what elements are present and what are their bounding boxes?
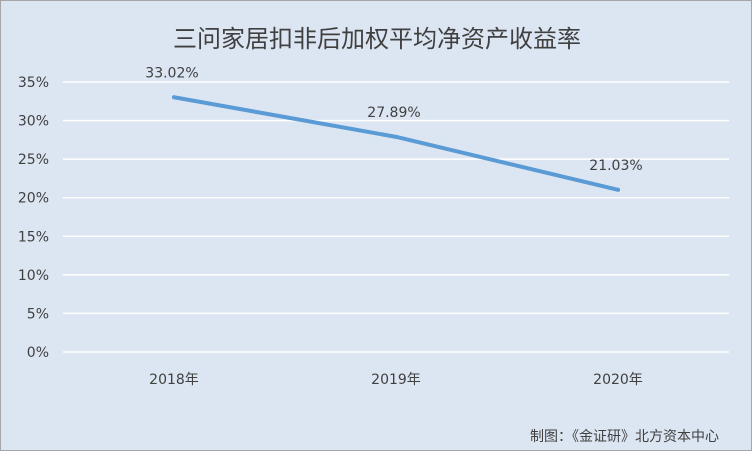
y-axis-tick-labels: 0% 5% 10% 15% 20% 25% 30% 35% [18,75,49,361]
data-label: 21.03% [589,158,642,174]
data-label: 33.02% [145,65,198,81]
y-tick-label: 25% [18,152,49,168]
x-axis-tick-labels: 2018年 2019年 2020年 [149,372,643,388]
y-tick-label: 20% [18,191,49,207]
source-note: 制图：《金证研》北方资本中心 [530,429,719,445]
data-point [394,134,398,139]
y-tick-label: 30% [18,114,49,130]
data-point [172,95,176,100]
data-label: 27.89% [367,105,420,121]
gridlines [63,81,729,353]
y-tick-label: 35% [18,75,49,91]
y-tick-label: 15% [18,229,49,245]
data-labels: 33.02% 27.89% 21.03% [145,65,642,173]
x-tick-label: 2019年 [371,372,421,388]
series-layer [172,95,620,192]
y-tick-label: 10% [18,268,49,284]
data-point [616,187,620,192]
y-tick-label: 5% [27,306,49,322]
chart-title: 三问家居扣非后加权平均净资产收益率 [173,25,581,53]
x-tick-label: 2020年 [593,372,643,388]
y-tick-label: 0% [27,345,49,361]
x-tick-label: 2018年 [149,372,199,388]
